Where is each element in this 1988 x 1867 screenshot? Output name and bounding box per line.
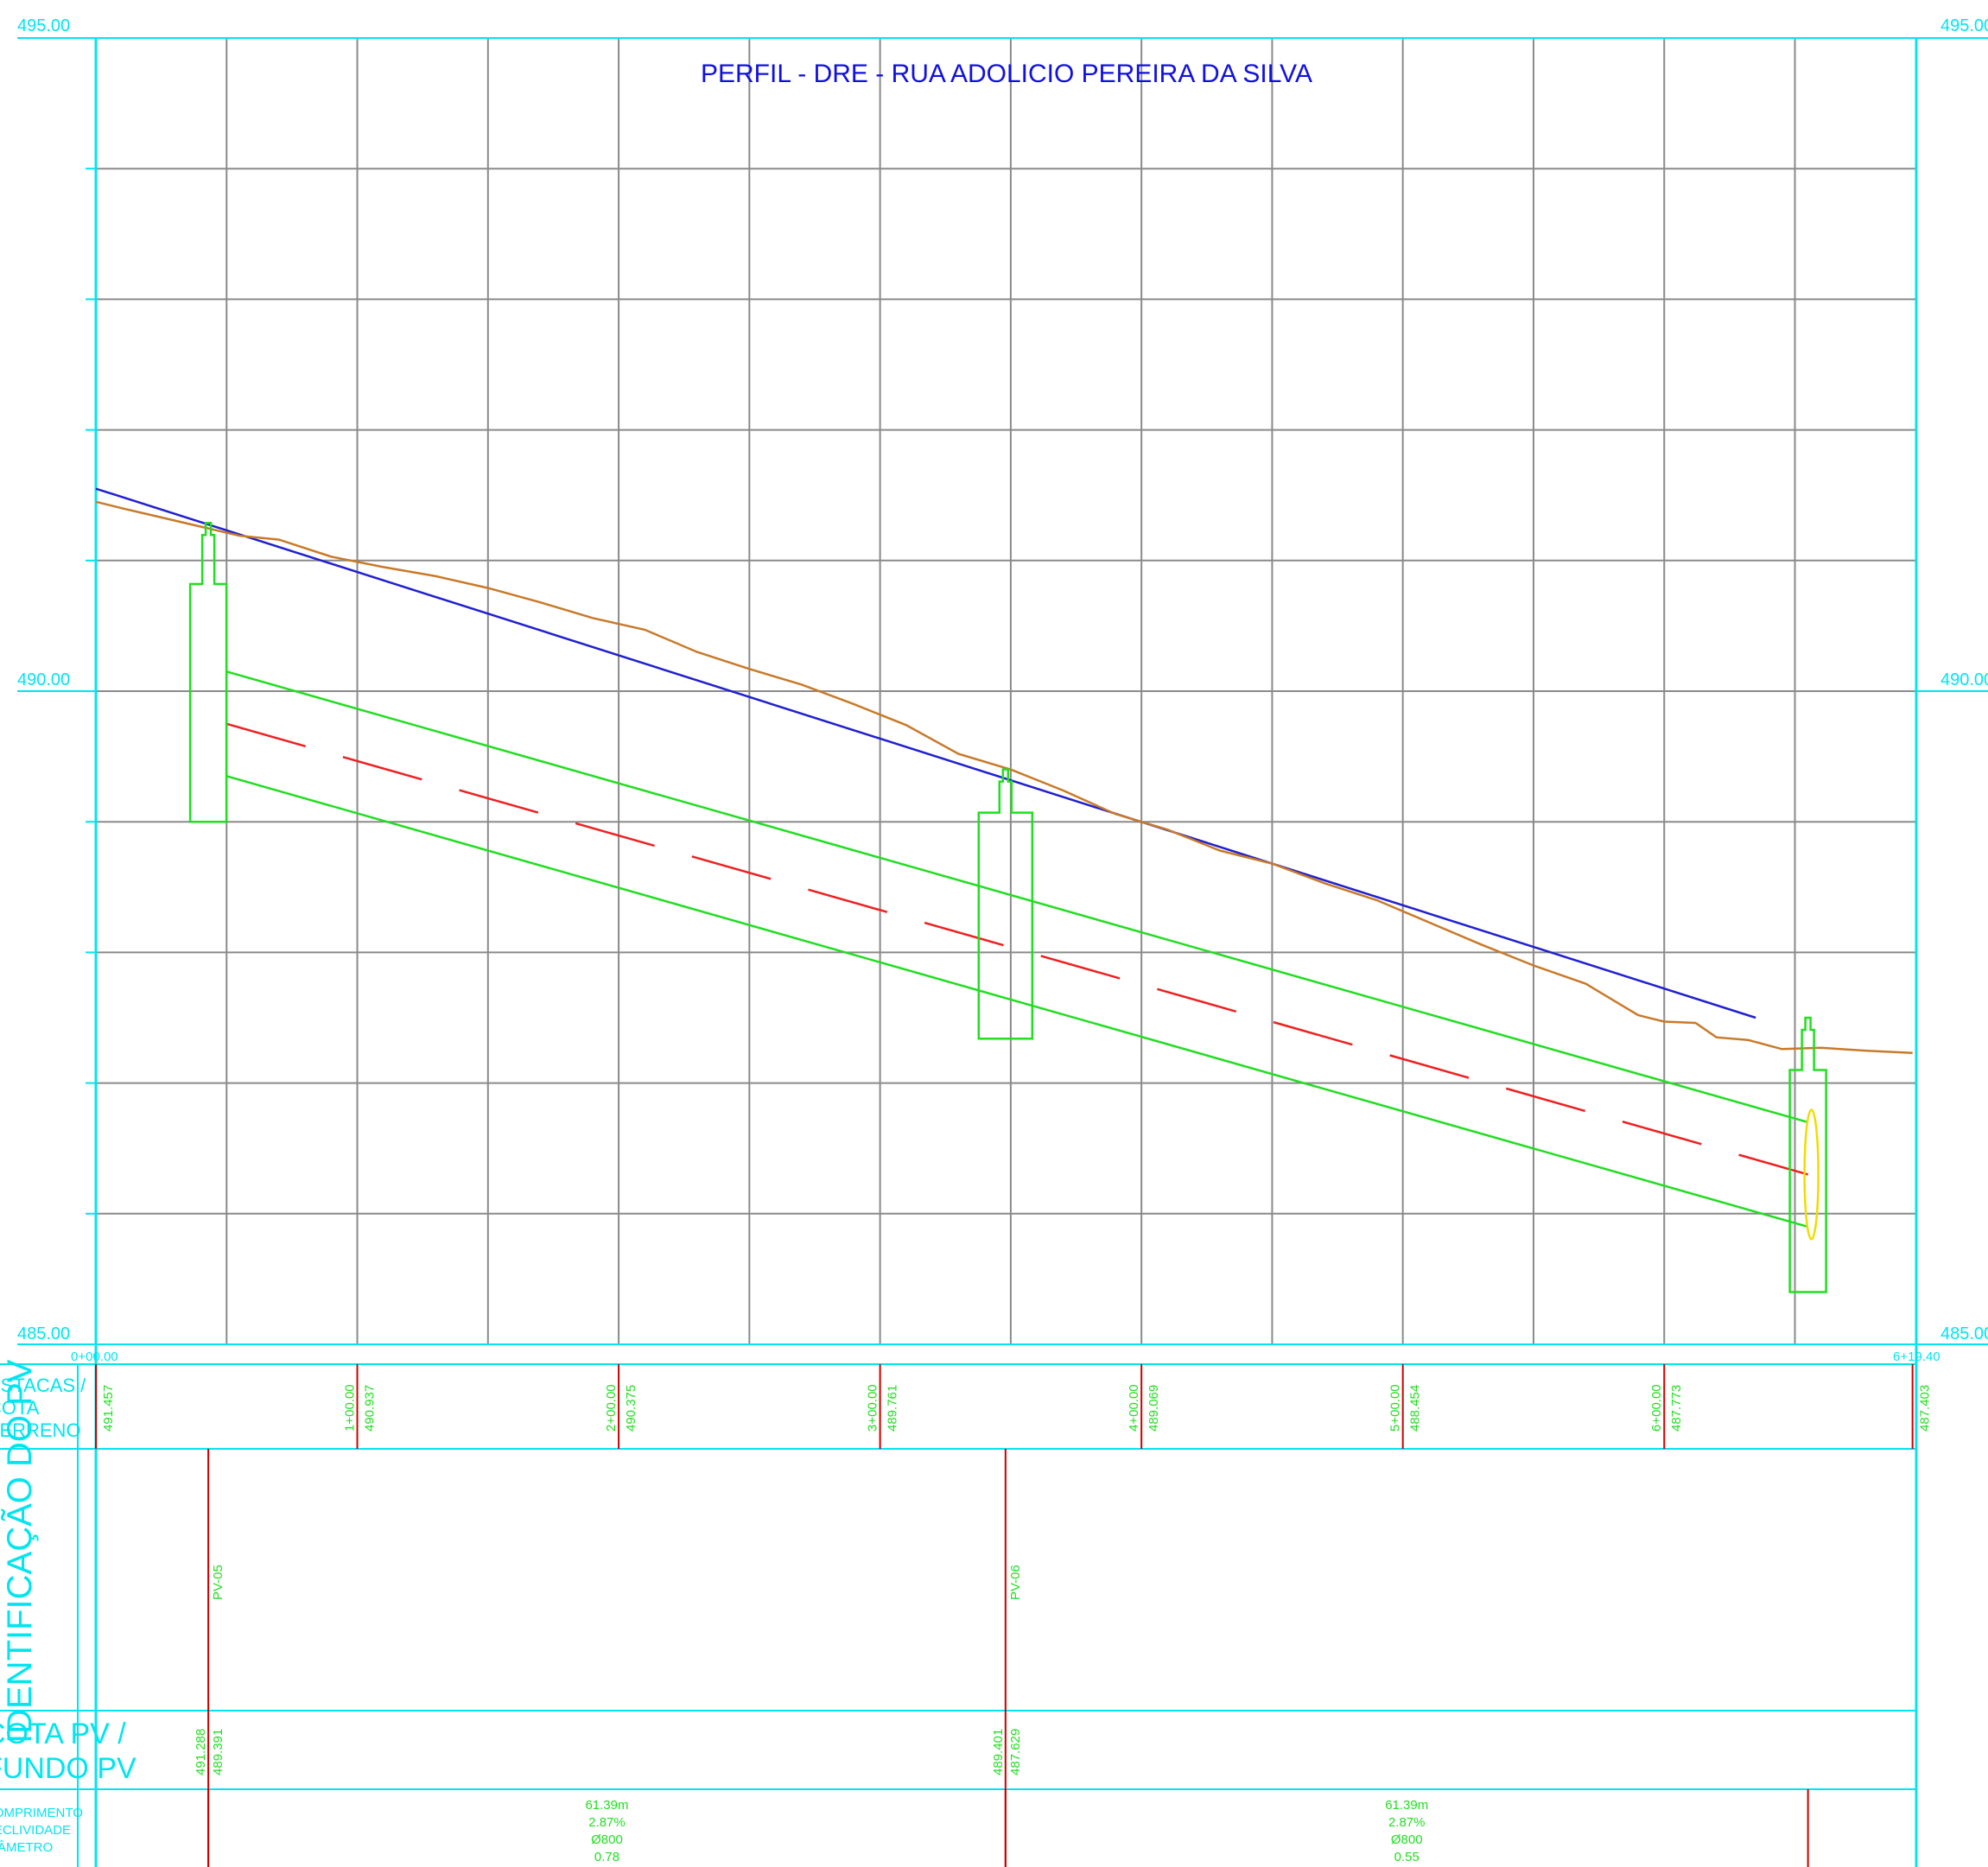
station-label: 5+00.00 bbox=[1388, 1384, 1403, 1432]
pv-id-label: PV-06 bbox=[1008, 1565, 1023, 1600]
row-label-segment: DECLIVIDADE bbox=[0, 1823, 71, 1838]
pipe-bottom-line bbox=[225, 775, 1808, 1229]
station-elev-label: 488.454 bbox=[1408, 1385, 1423, 1432]
segment-depth: 0.55 bbox=[1394, 1850, 1420, 1864]
row-label-stations: COTA bbox=[0, 1397, 40, 1419]
station-elev-label: 491.457 bbox=[101, 1385, 116, 1432]
station-elev-label: 490.937 bbox=[363, 1385, 378, 1432]
street-line bbox=[95, 487, 1756, 1019]
row-label-stations: TERRENO bbox=[0, 1419, 81, 1441]
station-label: 2+00.00 bbox=[604, 1384, 619, 1432]
segment-depth: 0.78 bbox=[594, 1850, 619, 1864]
segment-diameter: Ø800 bbox=[1391, 1832, 1423, 1847]
segment-length: 61.39m bbox=[1385, 1798, 1428, 1813]
station-elev-label: 487.403 bbox=[1918, 1385, 1933, 1432]
segment-slope: 2.87% bbox=[1388, 1815, 1426, 1830]
elev-label-bottom-right: 485.00 bbox=[1940, 1324, 1988, 1343]
elev-label-bottom-left: 485.00 bbox=[17, 1324, 70, 1343]
grid-layer bbox=[96, 38, 1916, 1344]
station-elev-label: 489.761 bbox=[886, 1385, 900, 1432]
station-start-label: 0+00.00 bbox=[71, 1349, 118, 1364]
manhole-pv-05 bbox=[188, 522, 228, 823]
frame-layer bbox=[17, 37, 1988, 1867]
pv-bottom-elev: 487.629 bbox=[1008, 1729, 1023, 1775]
profile-layer bbox=[95, 487, 1913, 1293]
pv-id-label: PV-05 bbox=[211, 1565, 225, 1600]
drawing-title: PERFIL - DRE - RUA ADOLICIO PEREIRA DA S… bbox=[701, 60, 1312, 88]
outlet-symbol bbox=[1803, 1108, 1820, 1241]
station-elev-label: 490.375 bbox=[624, 1385, 638, 1432]
row-label-segment: COMPRIMENTO bbox=[0, 1806, 83, 1820]
station-label: 6+00.00 bbox=[1649, 1384, 1664, 1432]
elev-label-mid-left: 490.00 bbox=[17, 670, 70, 689]
station-label: 3+00.00 bbox=[866, 1384, 880, 1432]
text-layer: PERFIL - DRE - RUA ADOLICIO PEREIRA DA S… bbox=[17, 16, 1988, 1364]
pipe-top-line bbox=[225, 670, 1808, 1124]
pipe-axis-line bbox=[225, 722, 1808, 1176]
pv-bottom-elev: 489.391 bbox=[211, 1729, 225, 1775]
table-layer: ESTACAS /COTATERRENOIDENTIFICAÇÃO DO PVC… bbox=[0, 1359, 1933, 1867]
pv-top-elev: 491.288 bbox=[194, 1729, 208, 1775]
manhole-end bbox=[1788, 1016, 1827, 1293]
station-end-label: 6+19.40 bbox=[1893, 1349, 1940, 1364]
station-label: 1+00.00 bbox=[343, 1384, 358, 1432]
row-label-pv-elev: FUNDO PV bbox=[0, 1752, 137, 1785]
station-elev-label: 487.773 bbox=[1669, 1385, 1684, 1432]
station-elev-label: 489.069 bbox=[1146, 1385, 1161, 1432]
row-label-segment: DIÂMETRO bbox=[0, 1840, 53, 1855]
row-label-pv-elev: COTA PV / bbox=[0, 1718, 126, 1750]
elev-label-top-left: 495.00 bbox=[17, 16, 70, 35]
elev-label-top-right: 495.00 bbox=[1940, 16, 1988, 35]
segment-length: 61.39m bbox=[585, 1798, 628, 1813]
segment-diameter: Ø800 bbox=[591, 1832, 623, 1847]
row-label-stations: ESTACAS / bbox=[0, 1375, 86, 1396]
segment-slope: 2.87% bbox=[588, 1815, 626, 1830]
pv-top-elev: 489.401 bbox=[991, 1729, 1006, 1775]
row-label-pv-id: IDENTIFICAÇÃO DO PV bbox=[0, 1359, 39, 1743]
manhole-pv-06 bbox=[977, 768, 1034, 1040]
station-label: 4+00.00 bbox=[1127, 1384, 1141, 1432]
elev-label-mid-right: 490.00 bbox=[1940, 670, 1988, 689]
ground-profile bbox=[95, 500, 1913, 1055]
